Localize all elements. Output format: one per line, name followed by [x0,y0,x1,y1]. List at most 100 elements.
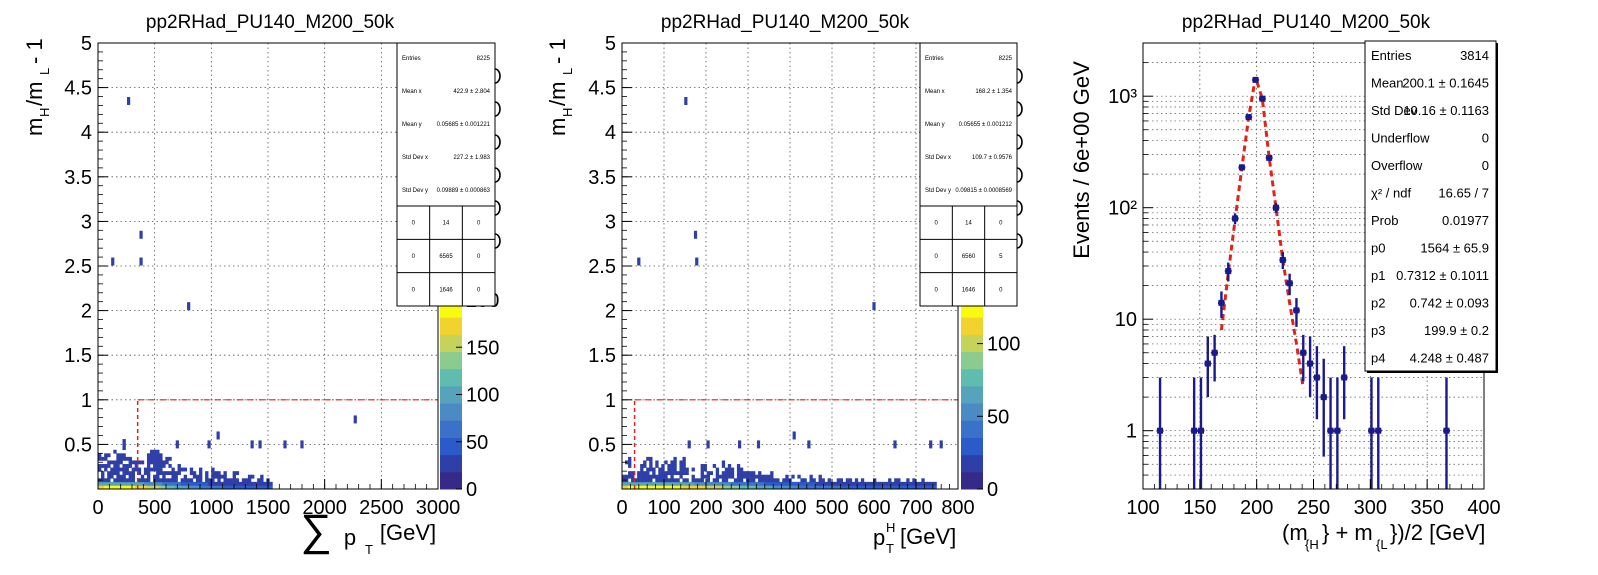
heatmap-cell [685,478,689,483]
color-scale-tick-label: 100 [987,334,1020,356]
heatmap-cell [220,481,224,486]
heatmap-cell [168,481,172,486]
heatmap-cell [205,485,209,490]
heatmap-cell [186,478,191,483]
heatmap-cell [159,485,163,490]
heatmap-cell [676,481,680,486]
data-point [1218,291,1225,318]
data-marker [1368,427,1375,434]
stats-grid-value: 0 [934,221,938,227]
heatmap-cell [216,431,220,440]
svg-text:m: m [545,118,570,136]
heatmap-cell [125,464,129,468]
heatmap-cell [752,481,756,486]
heatmap-cell [217,485,221,490]
heatmap-cell [254,481,258,486]
heatmap-cell [643,474,647,479]
heatmap-cell [755,474,759,479]
heatmap-cell [682,481,686,486]
stats-grid-value: 0 [477,287,481,293]
heatmap-cell [150,453,154,458]
heatmap-cell [198,478,203,483]
y-tick-label: 5 [81,33,92,55]
chart-title-1: pp2RHad_PU140_M200_50k [146,12,395,33]
heatmap-cell [217,478,221,483]
heatmap-cell [764,474,768,479]
stats-label: Mean x [402,89,422,95]
heatmap-cell [885,481,889,486]
heatmap-cell [891,485,895,490]
heatmap-cell [667,471,671,476]
heatmap-cell [649,478,653,483]
heatmap-cell [872,478,877,483]
heatmap-cell [107,474,111,479]
heatmap-cell [637,471,641,476]
heatmap-cell [715,471,720,476]
heatmap-cell [866,485,871,490]
heatmap-cell [235,485,240,490]
heatmap-cell [673,464,677,468]
heatmap-cell [755,481,759,486]
heatmap-cell [208,485,212,490]
x-tick-label: 600 [857,497,890,519]
chart-title-3: pp2RHad_PU140_M200_50k [1182,12,1431,33]
y-tick-label: 3 [605,211,616,233]
heatmap-cell [794,485,798,490]
heatmap-cell [122,442,126,447]
heatmap-cell [113,464,117,468]
heatmap-cell [809,485,813,490]
heatmap-cell [649,467,653,472]
heatmap-cell [300,440,304,449]
heatmap-cell [869,485,874,490]
heatmap-cell [159,456,163,461]
heatmap-cell [146,453,151,458]
stats-edge-mark [494,200,501,216]
x-tick-label: 100 [647,497,680,519]
x-axis-label-1: ∑ p T [GeV] [300,506,436,557]
data-point [1293,298,1300,327]
color-scale-band [440,454,462,473]
heatmap-cell [159,471,163,476]
cut-lines-1 [136,399,438,489]
stats-label: p4 [1371,350,1385,365]
heatmap-cell [773,481,777,486]
x-tick-label: 200 [1240,497,1273,519]
heatmap-cell [739,474,744,479]
heatmap-cell [156,449,160,454]
heatmap-cell [900,485,904,490]
heatmap-cell [628,481,632,486]
y-axis-label-1: m H /m L - 1 [22,38,52,136]
heatmap-cell [839,481,844,486]
heatmap-cell [241,478,246,483]
heatmap-cell [217,481,221,486]
heatmap-cell [684,96,688,105]
heatmap-cell [682,460,686,465]
heatmap-cell [198,471,203,476]
heatmap-cell [812,481,816,486]
stats-label: p0 [1371,240,1385,255]
heatmap-cell [134,481,139,486]
heatmap-cell [927,481,931,486]
heatmap-cell [706,440,710,449]
heatmap-cell [649,460,653,465]
heatmap-cell [104,464,108,468]
heatmap-cell [673,481,677,486]
heatmap-cell [794,481,798,486]
color-scale-band [961,351,983,370]
heatmap-cell [670,474,674,479]
data-marker [1307,360,1314,367]
heatmap-cell [915,485,919,490]
heatmap-cell [700,467,704,472]
data-point [1327,377,1334,489]
heatmap-cell [685,485,689,490]
heatmap-cell [153,467,157,472]
heatmap-cell [229,485,233,490]
heatmap-cell [894,485,898,490]
heatmap-cell [703,464,707,468]
heatmap-cell [782,478,786,483]
heatmap-cell [894,481,898,486]
heatmap-cell [143,478,148,483]
heatmap-cell [162,471,166,476]
heatmap-cell [721,464,726,468]
